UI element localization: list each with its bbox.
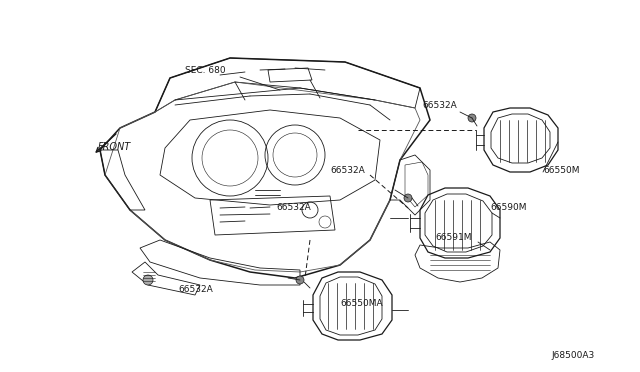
Text: 66532A: 66532A bbox=[330, 166, 365, 175]
Text: SEC. 680: SEC. 680 bbox=[185, 66, 226, 75]
Text: 66590M: 66590M bbox=[490, 203, 527, 212]
Text: 66532A: 66532A bbox=[422, 101, 457, 110]
Circle shape bbox=[404, 194, 412, 202]
Text: 66550MA: 66550MA bbox=[340, 299, 383, 308]
Text: 66550M: 66550M bbox=[543, 166, 579, 175]
Text: 66591M: 66591M bbox=[435, 233, 472, 242]
Circle shape bbox=[468, 114, 476, 122]
Circle shape bbox=[143, 275, 153, 285]
Text: FRONT: FRONT bbox=[98, 142, 131, 152]
Text: J68500A3: J68500A3 bbox=[552, 351, 595, 360]
Circle shape bbox=[296, 276, 304, 284]
Text: 66532A: 66532A bbox=[276, 203, 311, 212]
Text: 66532A: 66532A bbox=[178, 285, 212, 294]
